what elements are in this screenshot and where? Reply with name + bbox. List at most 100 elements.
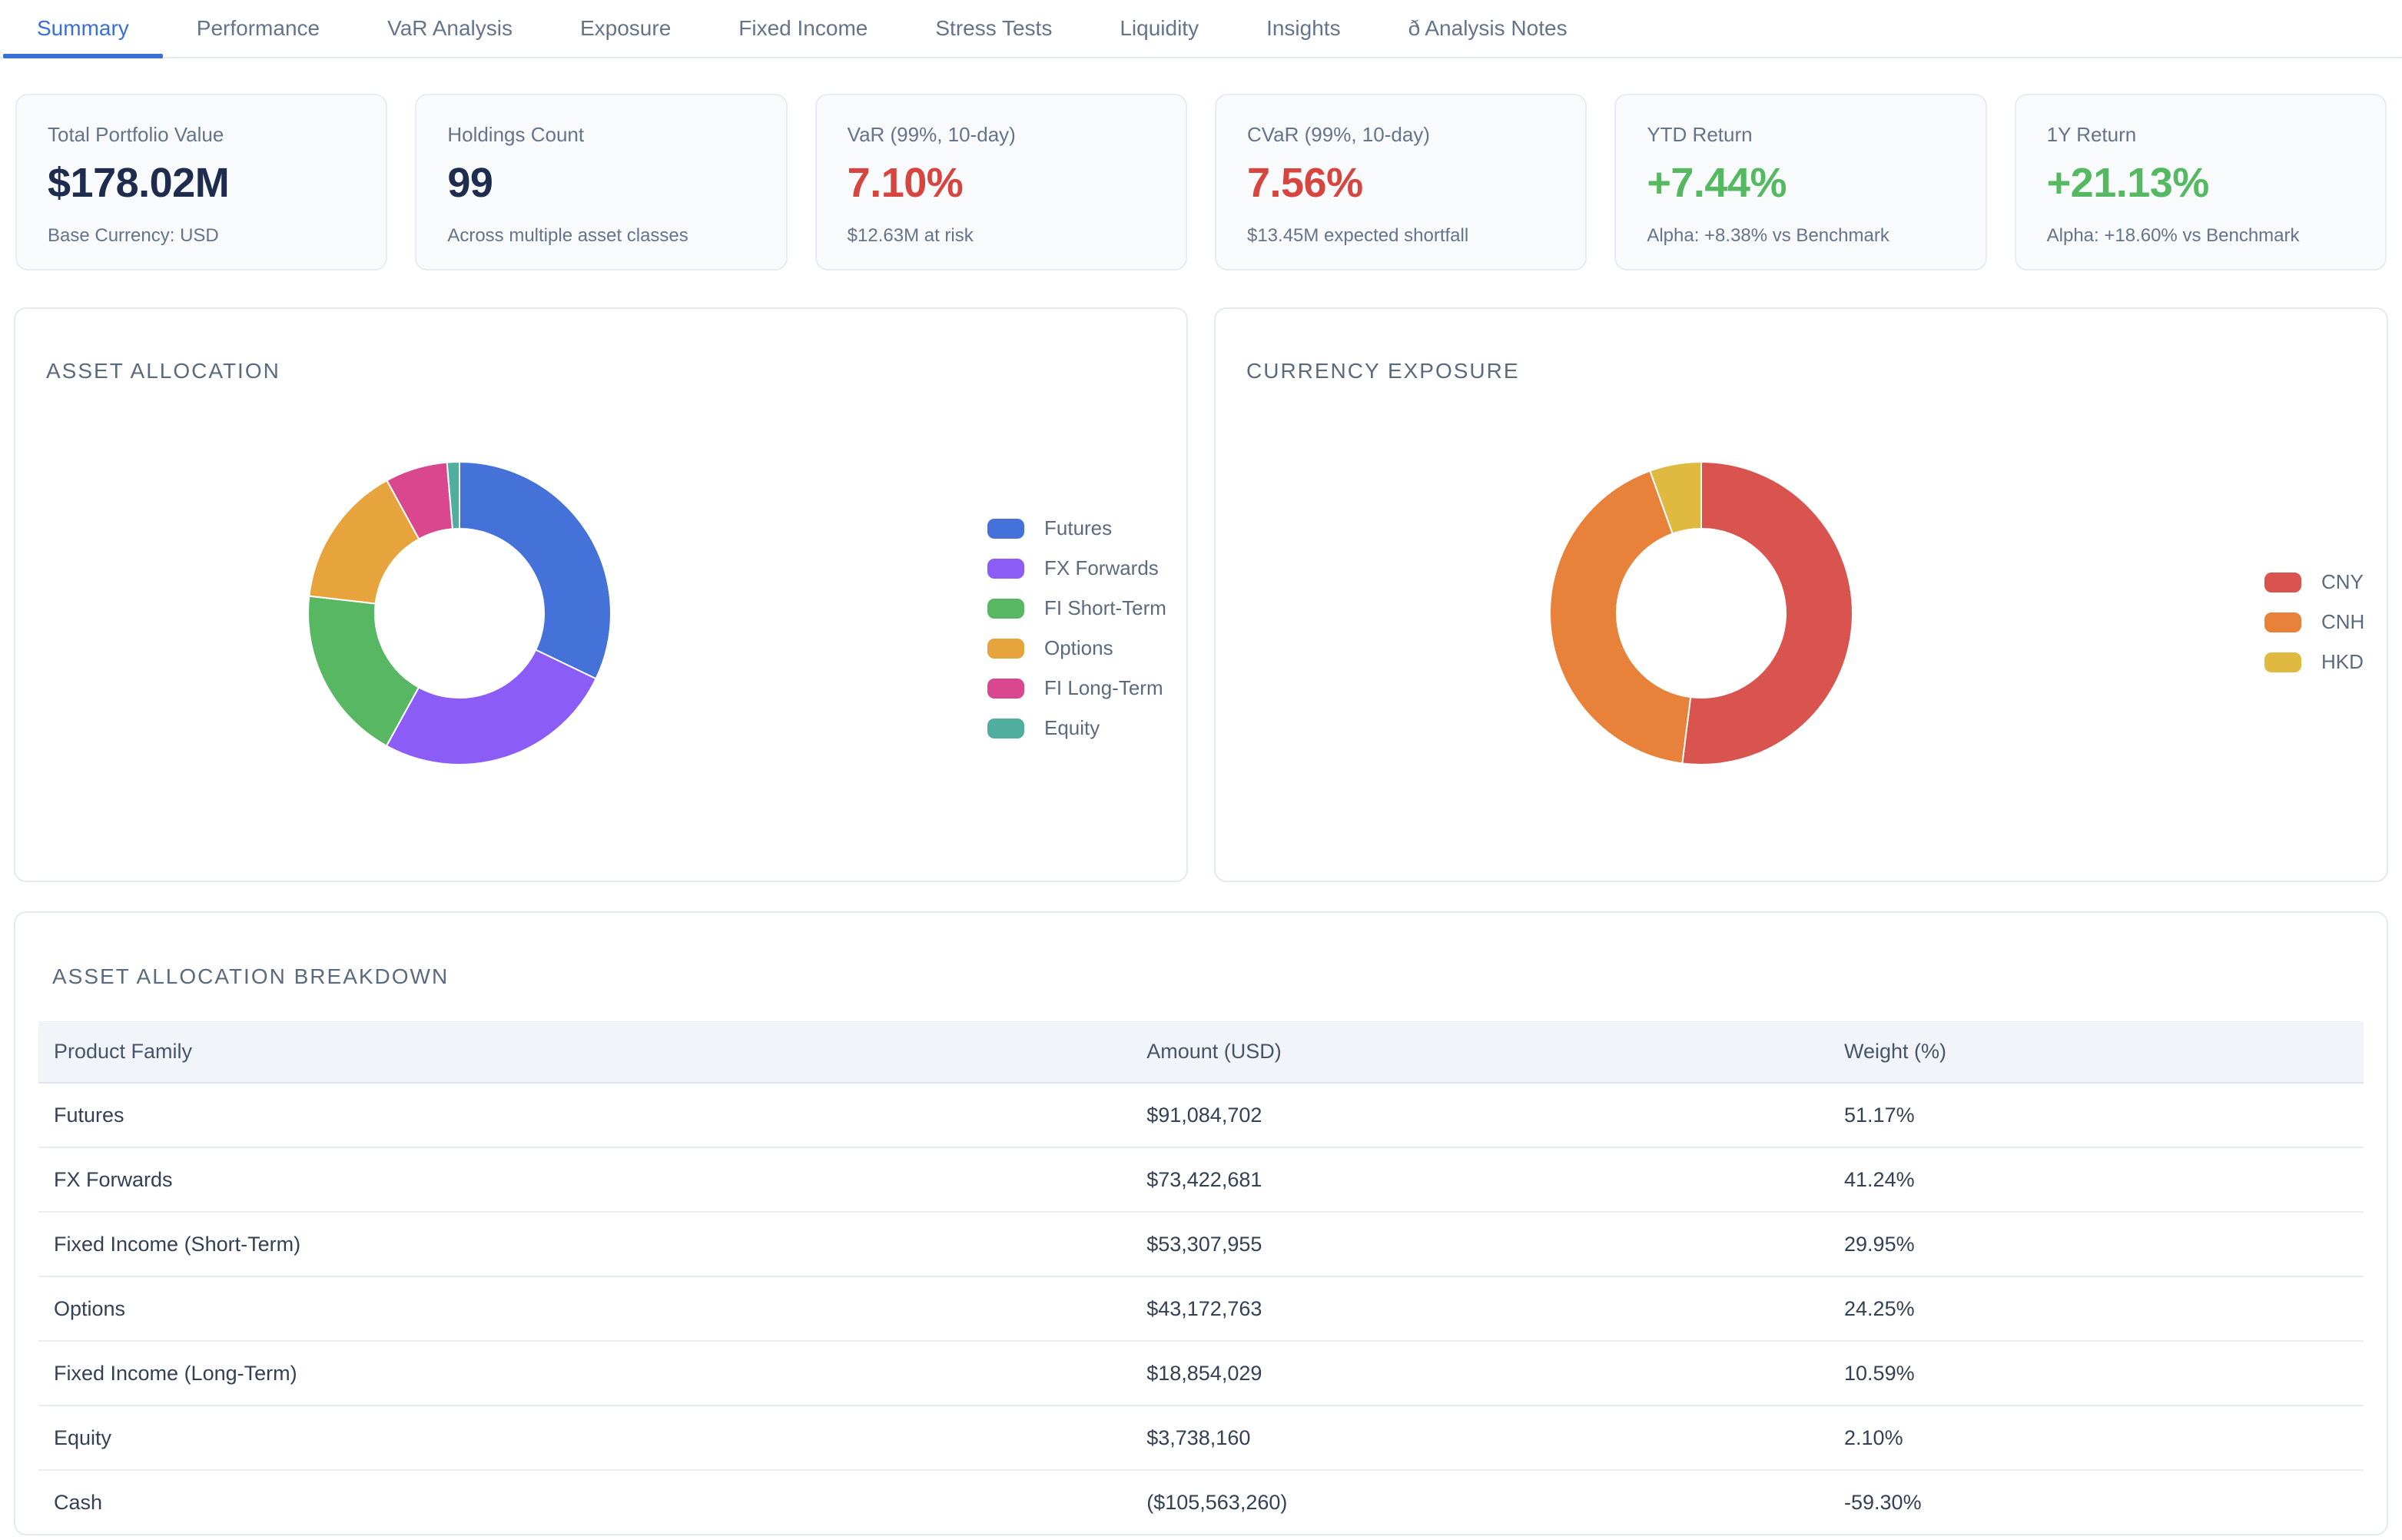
- cell-fixed-income-long-term-product-family: Fixed Income (Long-Term): [38, 1341, 1132, 1407]
- legend-swatch-fx-forwards: [987, 558, 1024, 579]
- tab-performance[interactable]: Performance: [163, 0, 353, 57]
- asset-allocation-title: ASSET ALLOCATION: [46, 359, 280, 383]
- legend-item-cny[interactable]: CNY: [2264, 570, 2364, 594]
- tab-insights[interactable]: Insights: [1233, 0, 1375, 57]
- legend-swatch-hkd: [2264, 652, 2301, 672]
- breakdown-table-header: Product Family Amount (USD) Weight (%): [38, 1021, 2364, 1084]
- cell-fx-forwards-amount-usd: $73,422,681: [1131, 1147, 1830, 1213]
- kpi-card-1y-return: 1Y Return +21.13% Alpha: +18.60% vs Benchm…: [2014, 94, 2387, 270]
- donut-slice-fx-forwards[interactable]: [385, 649, 597, 765]
- legend-item-futures[interactable]: Futures: [987, 516, 1166, 540]
- tab-analysis-notes[interactable]: ð Analysis Notes: [1375, 0, 1601, 57]
- kpi-card-total-portfolio-value: Total Portfolio Value $178.02M Base Curren…: [15, 94, 388, 270]
- cell-equity-amount-usd: $3,738,160: [1131, 1406, 1830, 1472]
- cell-futures-amount-usd: $91,084,702: [1131, 1083, 1830, 1149]
- table-row-fixed-income-short-term: Fixed Income (Short-Term) $53,307,955 29.9…: [38, 1212, 2364, 1278]
- cell-cash-weight: -59.30%: [1829, 1470, 2364, 1534]
- legend-swatch-cny: [2264, 572, 2301, 592]
- cell-cash-amount-usd: ($105,563,260): [1131, 1470, 1830, 1534]
- cell-equity-weight: 2.10%: [1829, 1406, 2364, 1472]
- kpi-subtext-total-portfolio-value: Base Currency: USD: [48, 225, 219, 246]
- kpi-label-ytd-return: YTD Return: [1647, 123, 1753, 146]
- kpi-card-var-99-10-day: VaR (99%, 10-day) 7.10% $12.63M at risk: [814, 94, 1187, 270]
- cell-futures-weight: 51.17%: [1829, 1083, 2364, 1149]
- asset-allocation-panel: ASSET ALLOCATION Futures FX Forwards FI Sh…: [14, 307, 1188, 882]
- kpi-label-var-99-10-day: VaR (99%, 10-day): [847, 123, 1016, 146]
- kpi-card-ytd-return: YTD Return +7.44% Alpha: +8.38% vs Benchma…: [1614, 94, 1987, 270]
- legend-swatch-fi-short-term: [987, 598, 1024, 619]
- kpi-subtext-var-99-10-day: $12.63M at risk: [847, 225, 974, 246]
- column-header-amount-usd: Amount (USD): [1131, 1021, 1830, 1084]
- legend-label-fi-short-term: FI Short-Term: [1044, 596, 1166, 619]
- cell-options-weight: 24.25%: [1829, 1276, 2364, 1343]
- cell-options-amount-usd: $43,172,763: [1131, 1276, 1830, 1343]
- kpi-subtext-1y-return: Alpha: +18.60% vs Benchmark: [2046, 225, 2300, 246]
- kpi-value-total-portfolio-value: $178.02M: [48, 160, 230, 206]
- tab-fixed-income[interactable]: Fixed Income: [705, 0, 901, 57]
- asset-allocation-legend: Futures FX Forwards FI Short-Term Options FI…: [987, 516, 1166, 740]
- charts-row: ASSET ALLOCATION Futures FX Forwards FI Sh…: [14, 307, 2388, 882]
- cell-fixed-income-long-term-amount-usd: $18,854,029: [1131, 1341, 1830, 1407]
- kpi-subtext-ytd-return: Alpha: +8.38% vs Benchmark: [1647, 225, 1889, 246]
- legend-label-hkd: HKD: [2321, 650, 2364, 673]
- legend-label-cnh: CNH: [2321, 610, 2365, 633]
- legend-label-options: Options: [1044, 636, 1113, 659]
- kpi-label-cvar-99-10-day: CVaR (99%, 10-day): [1246, 123, 1430, 146]
- donut-slice-futures[interactable]: [459, 460, 612, 680]
- legend-swatch-options: [987, 638, 1024, 659]
- legend-item-fi-short-term[interactable]: FI Short-Term: [987, 596, 1166, 620]
- legend-swatch-fi-long-term: [987, 678, 1024, 699]
- kpi-label-1y-return: 1Y Return: [2046, 123, 2137, 146]
- kpi-subtext-holdings-count: Across multiple asset classes: [447, 225, 688, 246]
- cell-futures-product-family: Futures: [38, 1083, 1132, 1149]
- tab-stress-tests[interactable]: Stress Tests: [901, 0, 1086, 57]
- column-header-weight: Weight (%): [1829, 1021, 2364, 1084]
- tab-var-analysis[interactable]: VaR Analysis: [353, 0, 546, 57]
- legend-swatch-equity: [987, 718, 1024, 738]
- legend-item-equity[interactable]: Equity: [987, 716, 1166, 740]
- legend-item-fx-forwards[interactable]: FX Forwards: [987, 556, 1166, 580]
- breakdown-title: ASSET ALLOCATION BREAKDOWN: [52, 964, 450, 989]
- cell-cash-product-family: Cash: [38, 1470, 1132, 1534]
- table-row-cash: Cash ($105,563,260) -59.30%: [38, 1470, 2364, 1534]
- kpi-card-row: Total Portfolio Value $178.02M Base Curren…: [15, 94, 2387, 270]
- donut-slice-cnh[interactable]: [1549, 470, 1692, 765]
- legend-item-hkd[interactable]: HKD: [2264, 650, 2364, 674]
- cell-fx-forwards-weight: 41.24%: [1829, 1147, 2364, 1213]
- asset-allocation-donut-chart[interactable]: [306, 460, 613, 767]
- tab-exposure[interactable]: Exposure: [546, 0, 705, 57]
- legend-label-futures: Futures: [1044, 516, 1113, 539]
- kpi-value-ytd-return: +7.44%: [1647, 160, 1787, 206]
- kpi-card-cvar-99-10-day: CVaR (99%, 10-day) 7.56% $13.45M expected …: [1214, 94, 1588, 270]
- kpi-value-var-99-10-day: 7.10%: [847, 160, 964, 206]
- kpi-subtext-cvar-99-10-day: $13.45M expected shortfall: [1246, 225, 1469, 246]
- cell-fx-forwards-product-family: FX Forwards: [38, 1147, 1132, 1213]
- cell-equity-product-family: Equity: [38, 1406, 1132, 1472]
- cell-options-product-family: Options: [38, 1276, 1132, 1343]
- cell-fixed-income-short-term-weight: 29.95%: [1829, 1212, 2364, 1278]
- table-row-fixed-income-long-term: Fixed Income (Long-Term) $18,854,029 10.59…: [38, 1341, 2364, 1407]
- donut-slice-equity[interactable]: [446, 460, 460, 530]
- donut-slice-cny[interactable]: [1681, 460, 1853, 765]
- legend-item-options[interactable]: Options: [987, 636, 1166, 660]
- legend-label-fi-long-term: FI Long-Term: [1044, 676, 1163, 699]
- legend-item-cnh[interactable]: CNH: [2264, 610, 2364, 634]
- breakdown-table: Product Family Amount (USD) Weight (%) Fut…: [38, 1021, 2364, 1534]
- donut-slice-hkd[interactable]: [1648, 460, 1702, 535]
- table-row-options: Options $43,172,763 24.25%: [38, 1276, 2364, 1343]
- legend-label-equity: Equity: [1044, 716, 1100, 739]
- currency-exposure-donut-chart[interactable]: [1548, 460, 1855, 767]
- tab-bar: Summary Performance VaR Analysis Exposure Fi…: [0, 0, 2402, 58]
- kpi-value-1y-return: +21.13%: [2046, 160, 2210, 206]
- table-row-equity: Equity $3,738,160 2.10%: [38, 1406, 2364, 1472]
- donut-slice-fi-short-term[interactable]: [307, 595, 420, 747]
- legend-swatch-cnh: [2264, 612, 2301, 632]
- legend-item-fi-long-term[interactable]: FI Long-Term: [987, 676, 1166, 700]
- kpi-value-holdings-count: 99: [447, 160, 493, 206]
- kpi-label-total-portfolio-value: Total Portfolio Value: [48, 123, 224, 146]
- table-row-fx-forwards: FX Forwards $73,422,681 41.24%: [38, 1147, 2364, 1213]
- tab-liquidity[interactable]: Liquidity: [1086, 0, 1233, 57]
- legend-swatch-futures: [987, 518, 1024, 539]
- tab-summary[interactable]: Summary: [3, 0, 163, 58]
- cell-fixed-income-short-term-amount-usd: $53,307,955: [1131, 1212, 1830, 1278]
